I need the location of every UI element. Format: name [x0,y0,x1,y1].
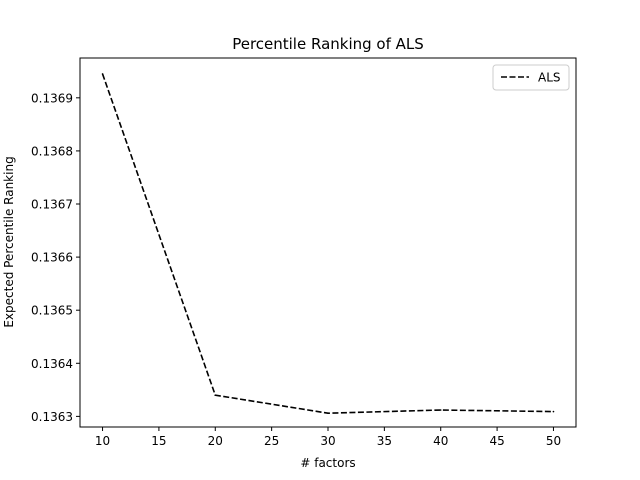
x-tick-label: 10 [95,434,110,448]
x-axis-ticks: 10 15 20 25 30 35 40 45 50 [95,427,561,448]
legend: ALS [492,64,570,91]
x-tick-label: 15 [151,434,166,448]
y-tick-label: 0.1368 [31,144,73,158]
legend-label-als: ALS [538,71,561,85]
data-point [214,394,217,396]
data-point [327,412,329,415]
legend-box [492,64,570,91]
y-tick-label: 0.1365 [31,304,73,318]
x-tick-label: 30 [320,434,335,448]
chart-title: Percentile Ranking of ALS [232,35,424,53]
x-tick-label: 40 [433,434,448,448]
y-tick-label: 0.1366 [31,251,73,265]
y-tick-label: 0.1369 [31,91,73,105]
x-tick-label: 45 [489,434,504,448]
x-tick-label: 35 [377,434,392,448]
x-tick-label: 25 [264,434,279,448]
x-tick-label: 50 [546,434,561,448]
y-axis-label: Expected Percentile Ranking [2,156,16,327]
data-point [552,410,555,413]
y-axis-ticks: 0.1363 0.1364 0.1365 0.1366 0.1367 0.1368 0.13… [31,91,80,424]
x-tick-label: 20 [208,434,223,448]
x-axis-label: # factors [300,456,355,470]
data-point [101,73,104,75]
y-tick-label: 0.1367 [31,198,73,212]
data-point [439,409,442,411]
y-tick-label: 0.1364 [31,357,73,371]
series-layer [101,73,555,415]
y-tick-label: 0.1363 [31,410,73,424]
